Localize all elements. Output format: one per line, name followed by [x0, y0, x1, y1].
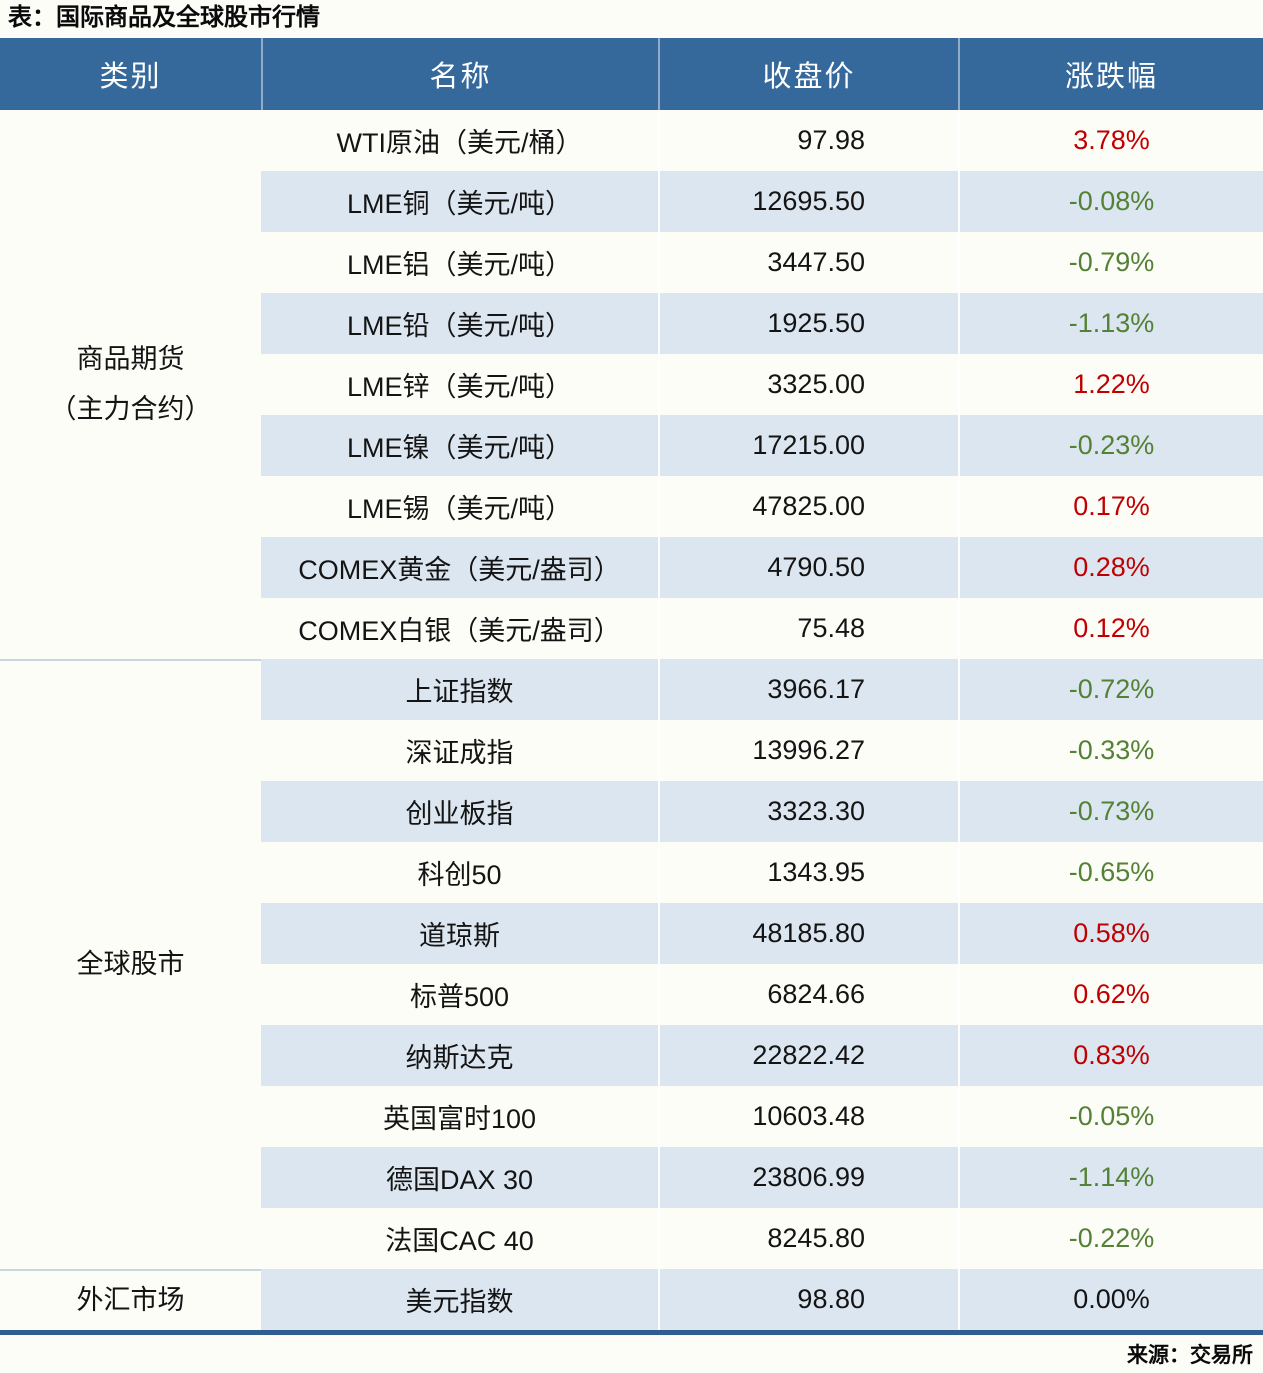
change-percent: 0.62% — [958, 964, 1263, 1025]
instrument-name: 英国富时100 — [382, 1104, 537, 1134]
close-price: 1343.95 — [658, 842, 958, 903]
close-price: 23806.99 — [658, 1147, 958, 1208]
close-price: 98.80 — [658, 1269, 958, 1330]
instrument-name: 上证指数 — [261, 659, 658, 720]
instrument-name: LME锌（美元/吨） — [346, 372, 573, 402]
change-percent: 0.58% — [958, 903, 1263, 964]
header-cell-category: 类别 — [99, 61, 162, 93]
category-line: 外汇市场 — [76, 1284, 185, 1315]
header-cell-change: 涨跌幅 — [958, 38, 1263, 110]
instrument-name: 法国CAC 40 — [385, 1226, 534, 1256]
change-percent: 1.22% — [958, 354, 1263, 415]
table-header-row: 类别 名称 收盘价 涨跌幅 — [0, 38, 1263, 110]
instrument-name: 道琼斯 — [261, 903, 658, 964]
close-price: 3447.50 — [658, 232, 958, 293]
category-line: 全球股市 — [76, 949, 185, 980]
instrument-name: COMEX黄金（美元/盎司） — [261, 537, 658, 598]
change-percent: -1.14% — [958, 1147, 1263, 1208]
instrument-name: COMEX白银（美元/盎司） — [298, 616, 621, 646]
close-price: 3323.30 — [658, 781, 958, 842]
table-body: 商品期货 （主力合约） WTI原油（美元/桶） 97.98 3.78% LME铜（美元/吨… — [0, 110, 1263, 1335]
category-line: （主力合约） — [49, 393, 212, 424]
change-percent: -0.08% — [958, 171, 1263, 232]
close-price: 97.98 — [658, 110, 958, 171]
category-cell: 商品期货 （主力合约） — [0, 110, 261, 659]
instrument-name: 深证成指 — [405, 738, 514, 768]
change-percent: -0.72% — [958, 659, 1263, 720]
close-price: 8245.80 — [658, 1208, 958, 1269]
instrument-name: 德国DAX 30 — [261, 1147, 658, 1208]
instrument-name: WTI原油（美元/桶） — [336, 128, 583, 158]
close-price: 12695.50 — [658, 171, 958, 232]
close-price: 6824.66 — [658, 964, 958, 1025]
change-percent: 0.28% — [958, 537, 1263, 598]
close-price: 22822.42 — [658, 1025, 958, 1086]
instrument-name: LME铝（美元/吨） — [346, 250, 573, 280]
close-price: 17215.00 — [658, 415, 958, 476]
change-percent: -0.23% — [958, 415, 1263, 476]
close-price: 47825.00 — [658, 476, 958, 537]
change-percent: -0.22% — [958, 1208, 1263, 1269]
change-percent: 0.17% — [958, 476, 1263, 537]
change-percent: -0.73% — [958, 781, 1263, 842]
instrument-name: LME锡（美元/吨） — [346, 494, 573, 524]
instrument-name: 美元指数 — [261, 1269, 658, 1330]
category-cell: 全球股市 — [0, 659, 261, 1269]
header-cell-close: 收盘价 — [658, 38, 958, 110]
close-price: 1925.50 — [658, 293, 958, 354]
close-price: 13996.27 — [658, 720, 958, 781]
close-price: 48185.80 — [658, 903, 958, 964]
close-price: 75.48 — [658, 598, 958, 659]
instrument-name: 纳斯达克 — [261, 1025, 658, 1086]
instrument-name: LME镍（美元/吨） — [261, 415, 658, 476]
instrument-name: LME铅（美元/吨） — [261, 293, 658, 354]
change-percent: 0.12% — [958, 598, 1263, 659]
close-price: 4790.50 — [658, 537, 958, 598]
change-percent: -1.13% — [958, 293, 1263, 354]
change-percent: -0.33% — [958, 720, 1263, 781]
header-cell-name: 名称 — [261, 38, 658, 110]
change-percent: -0.65% — [958, 842, 1263, 903]
page-title: 表：国际商品及全球股市行情 — [8, 4, 320, 31]
change-percent: -0.79% — [958, 232, 1263, 293]
change-percent: 3.78% — [958, 110, 1263, 171]
close-price: 3966.17 — [658, 659, 958, 720]
change-percent: 0.83% — [958, 1025, 1263, 1086]
instrument-name: 创业板指 — [261, 781, 658, 842]
close-price: 10603.48 — [658, 1086, 958, 1147]
change-percent: 0.00% — [958, 1269, 1263, 1330]
source-label: 来源：交易所 — [1127, 1344, 1253, 1367]
category-line: 商品期货 — [76, 343, 185, 374]
instrument-name: 科创50 — [417, 860, 502, 890]
change-percent: -0.05% — [958, 1086, 1263, 1147]
instrument-name: LME铜（美元/吨） — [261, 171, 658, 232]
instrument-name: 标普500 — [409, 982, 510, 1012]
category-cell: 外汇市场 — [0, 1269, 261, 1330]
close-price: 3325.00 — [658, 354, 958, 415]
